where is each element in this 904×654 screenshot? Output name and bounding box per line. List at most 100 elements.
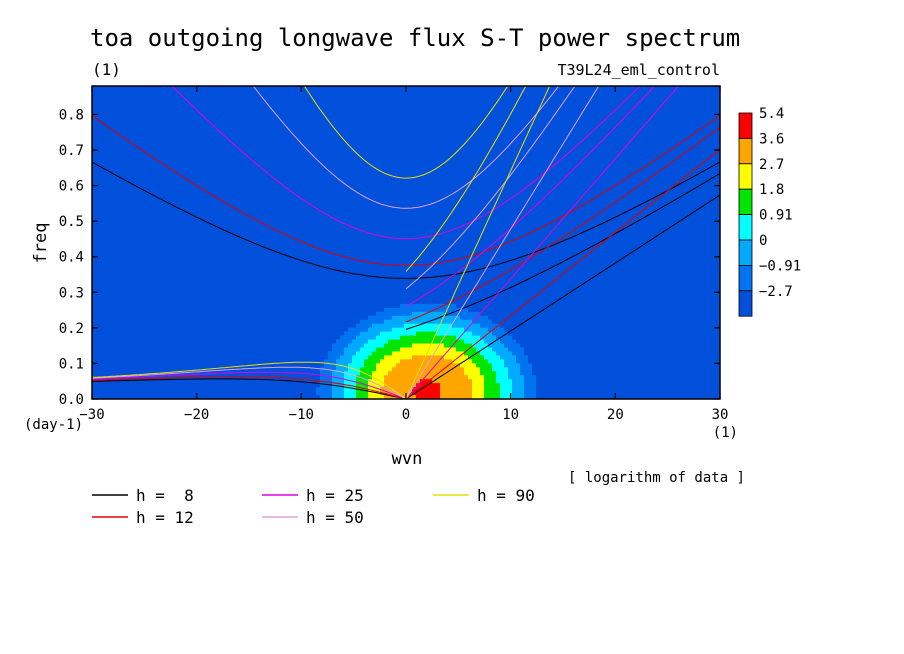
field-cell — [456, 93, 461, 99]
field-cell — [108, 149, 113, 154]
field-cell — [168, 173, 173, 178]
field-cell — [304, 157, 309, 162]
field-cell — [680, 86, 685, 91]
field-cell — [560, 129, 565, 135]
field-cell — [104, 129, 109, 135]
field-cell — [476, 133, 481, 139]
field-cell — [256, 113, 261, 119]
field-cell — [232, 185, 237, 190]
field-cell — [652, 192, 657, 198]
field-cell — [424, 93, 429, 99]
field-cell — [536, 169, 541, 174]
field-cell — [324, 181, 329, 186]
field-cell — [424, 200, 429, 206]
field-cell — [472, 93, 477, 99]
field-cell — [668, 97, 673, 103]
field-cell — [404, 101, 409, 107]
field-cell — [188, 200, 193, 206]
field-cell — [464, 93, 469, 99]
field-cell — [272, 161, 277, 166]
field-cell — [560, 177, 565, 182]
field-cell — [176, 192, 181, 198]
field-cell — [264, 121, 269, 127]
field-cell — [432, 93, 437, 99]
field-cell — [580, 169, 585, 174]
field-cell — [372, 97, 377, 103]
field-cell — [132, 181, 137, 186]
field-cell — [492, 117, 497, 123]
field-cell — [276, 97, 281, 103]
field-cell — [564, 157, 569, 162]
contour-field — [92, 86, 720, 399]
field-cell — [144, 125, 149, 131]
field-cell — [296, 93, 301, 99]
field-cell — [352, 157, 357, 162]
field-cell — [608, 204, 613, 210]
field-cell — [216, 133, 221, 139]
field-cell — [608, 165, 613, 170]
field-cell — [228, 149, 233, 154]
field-cell — [520, 129, 525, 135]
field-cell — [576, 97, 581, 103]
field-cell — [244, 113, 249, 119]
field-cell — [272, 97, 277, 103]
field-cell — [260, 177, 265, 182]
field-cell — [464, 86, 469, 91]
field-cell — [716, 129, 720, 135]
field-cell — [244, 93, 249, 99]
field-cell — [128, 101, 133, 107]
field-cell — [144, 181, 149, 186]
field-cell — [464, 129, 469, 135]
field-cell — [244, 101, 249, 107]
field-cell — [196, 200, 201, 206]
field-cell — [376, 93, 381, 99]
field-cell — [672, 137, 677, 143]
field-cell — [168, 149, 173, 154]
field-cell — [120, 117, 125, 123]
field-cell — [124, 89, 129, 95]
field-cell — [512, 129, 517, 135]
field-cell — [468, 121, 473, 127]
field-cell — [156, 86, 161, 91]
field-cell — [252, 117, 257, 123]
field-cell — [368, 101, 373, 107]
field-cell — [320, 86, 325, 91]
field-cell — [512, 189, 517, 194]
field-cell — [296, 117, 301, 123]
field-cell — [208, 208, 213, 214]
field-cell — [636, 200, 641, 206]
field-cell — [248, 161, 253, 166]
field-cell — [708, 196, 713, 202]
field-cell — [448, 133, 453, 139]
field-cell — [452, 129, 457, 135]
field-cell — [256, 117, 261, 123]
field-cell — [172, 121, 177, 127]
field-cell — [348, 86, 353, 91]
field-cell — [640, 97, 645, 103]
field-cell — [196, 161, 201, 166]
field-cell — [164, 129, 169, 135]
field-cell — [476, 137, 481, 143]
field-cell — [528, 105, 533, 111]
field-cell — [664, 169, 669, 174]
field-cell — [100, 169, 105, 174]
field-cell — [672, 157, 677, 162]
field-cell — [172, 137, 177, 143]
field-cell — [556, 165, 561, 170]
field-cell — [388, 137, 393, 143]
field-cell — [320, 173, 325, 178]
field-cell — [628, 113, 633, 119]
field-cell — [276, 208, 281, 214]
field-cell — [496, 109, 501, 115]
field-cell — [432, 109, 437, 115]
field-cell — [680, 189, 685, 194]
field-cell — [160, 109, 165, 115]
field-cell — [344, 141, 349, 147]
field-cell — [536, 93, 541, 99]
field-cell — [296, 89, 301, 95]
field-cell — [632, 137, 637, 143]
field-cell — [600, 157, 605, 162]
field-cell — [104, 93, 109, 99]
field-cell — [200, 153, 205, 158]
field-cell — [196, 192, 201, 198]
